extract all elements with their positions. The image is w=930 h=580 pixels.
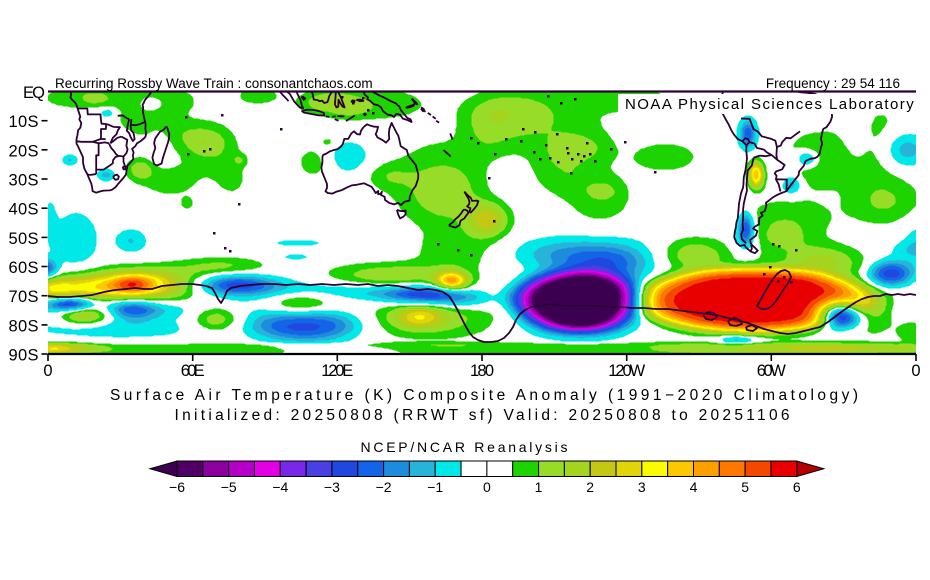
svg-text:2: 2 <box>586 479 594 495</box>
svg-text:NOAA Physical Sciences Laborat: NOAA Physical Sciences Laboratory <box>625 96 915 113</box>
svg-text:Initialized: 20250808 (RRWT sf: Initialized: 20250808 (RRWT sf) Valid: 2… <box>174 407 789 424</box>
svg-text:3: 3 <box>638 479 646 495</box>
svg-text:Surface Air Temperature (K) Co: Surface Air Temperature (K) Composite An… <box>110 387 858 404</box>
svg-text:−3: −3 <box>324 479 340 495</box>
svg-text:60S: 60S <box>9 259 39 277</box>
svg-text:70S: 70S <box>9 288 39 306</box>
svg-text:60E: 60E <box>181 362 205 380</box>
svg-text:0: 0 <box>43 362 52 380</box>
svg-text:80S: 80S <box>9 317 39 335</box>
svg-text:4: 4 <box>690 479 698 495</box>
svg-text:Recurring Rossby Wave Train :: Recurring Rossby Wave Train : consonantc… <box>55 76 373 91</box>
svg-text:0: 0 <box>911 362 920 380</box>
svg-text:−5: −5 <box>221 479 237 495</box>
svg-text:30S: 30S <box>9 172 39 190</box>
svg-text:10S: 10S <box>9 113 39 131</box>
svg-text:50S: 50S <box>9 230 39 248</box>
svg-text:Frequency : 29 54 116: Frequency : 29 54 116 <box>766 76 900 91</box>
svg-text:120W: 120W <box>608 362 645 380</box>
svg-text:NCEP/NCAR Reanalysis: NCEP/NCAR Reanalysis <box>361 439 568 455</box>
svg-text:60W: 60W <box>757 362 786 380</box>
svg-text:−2: −2 <box>376 479 392 495</box>
svg-text:120E: 120E <box>321 362 353 380</box>
svg-text:6: 6 <box>793 479 801 495</box>
svg-text:5: 5 <box>741 479 749 495</box>
svg-text:0: 0 <box>483 479 491 495</box>
svg-text:180: 180 <box>470 362 494 380</box>
svg-text:1: 1 <box>535 479 543 495</box>
svg-text:EQ: EQ <box>23 84 45 102</box>
svg-text:−6: −6 <box>169 479 185 495</box>
svg-text:40S: 40S <box>9 201 39 219</box>
svg-text:20S: 20S <box>9 142 39 160</box>
svg-text:90S: 90S <box>9 347 39 365</box>
svg-text:−4: −4 <box>272 479 288 495</box>
svg-text:−1: −1 <box>427 479 443 495</box>
